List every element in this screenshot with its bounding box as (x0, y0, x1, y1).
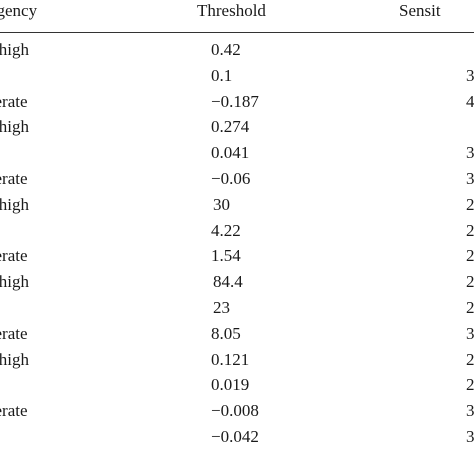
sensitivity-cell: 2 (466, 194, 474, 214)
table-row: y high 0.121 2 (0, 347, 474, 373)
threshold-cell: 30 (213, 194, 230, 214)
sensitivity-cell: 2 (466, 220, 474, 240)
threshold-cell: 0.1 (211, 65, 233, 85)
sensitivity-cell: 2 (466, 297, 474, 317)
threshold-cell: 0.041 (211, 143, 250, 163)
urgency-cell: y high (0, 272, 29, 292)
table-row: derate −0.187 4 (0, 89, 474, 115)
table-row: y high 84.4 2 (0, 269, 474, 295)
urgency-cell: y high (0, 40, 29, 59)
header-rule (0, 32, 474, 33)
sensitivity-cell: 3 (466, 401, 474, 421)
sensitivity-cell: 2 (466, 272, 474, 292)
table-row: y high 0.274 (0, 114, 474, 140)
sensitivity-cell: 3 (466, 143, 474, 163)
threshold-cell: 23 (213, 297, 230, 317)
threshold-cell: 84.4 (213, 272, 243, 292)
urgency-cell: derate (0, 401, 28, 421)
threshold-cell: 0.42 (211, 40, 241, 59)
table-row: derate −0.06 3 (0, 166, 474, 192)
table-row: n4.222 (0, 218, 474, 244)
table-row: derate −0.008 3 (0, 398, 474, 424)
table-row: derate 8.05 3 (0, 321, 474, 347)
threshold-cell: 0.274 (211, 117, 250, 137)
table-row: n0.13 (0, 63, 474, 89)
sensitivity-cell: 2 (466, 375, 474, 395)
urgency-cell: y high (0, 194, 29, 214)
urgency-cell: y high (0, 349, 29, 369)
sensitivity-cell: 3 (466, 65, 474, 85)
sensitivity-cell: 4 (466, 91, 474, 111)
urgency-cell: y high (0, 117, 29, 137)
threshold-cell: −0.187 (211, 91, 259, 111)
table-row: y high 30 2 (0, 192, 474, 218)
sensitivity-cell: 2 (466, 246, 474, 266)
sensitivity-cell: 3 (466, 323, 474, 343)
table-row: y high 0.42 (0, 37, 474, 63)
threshold-cell: 0.121 (211, 349, 250, 369)
column-header-urgency: ngency (0, 1, 38, 20)
threshold-cell: 0.019 (211, 375, 250, 395)
table-row: n232 (0, 295, 474, 321)
threshold-cell: 4.22 (211, 220, 241, 240)
urgency-cell: derate (0, 246, 28, 266)
table-row: −0.042 3 (0, 424, 474, 450)
column-header-sensitivity: Sensit (399, 1, 441, 20)
sensitivity-cell: 2 (466, 349, 474, 369)
column-header-threshold: Threshold (197, 1, 266, 20)
threshold-cell: −0.008 (211, 401, 259, 421)
table-row: derate 1.54 2 (0, 243, 474, 269)
urgency-cell: derate (0, 91, 28, 111)
threshold-cell: 8.05 (211, 323, 241, 343)
threshold-cell: −0.042 (211, 426, 259, 446)
sensitivity-cell: 3 (466, 168, 474, 188)
threshold-cell: 1.54 (211, 246, 241, 266)
urgency-cell: derate (0, 168, 28, 188)
sensitivity-cell: 3 (466, 426, 474, 446)
threshold-cell: −0.06 (211, 168, 251, 188)
urgency-cell: derate (0, 323, 28, 343)
